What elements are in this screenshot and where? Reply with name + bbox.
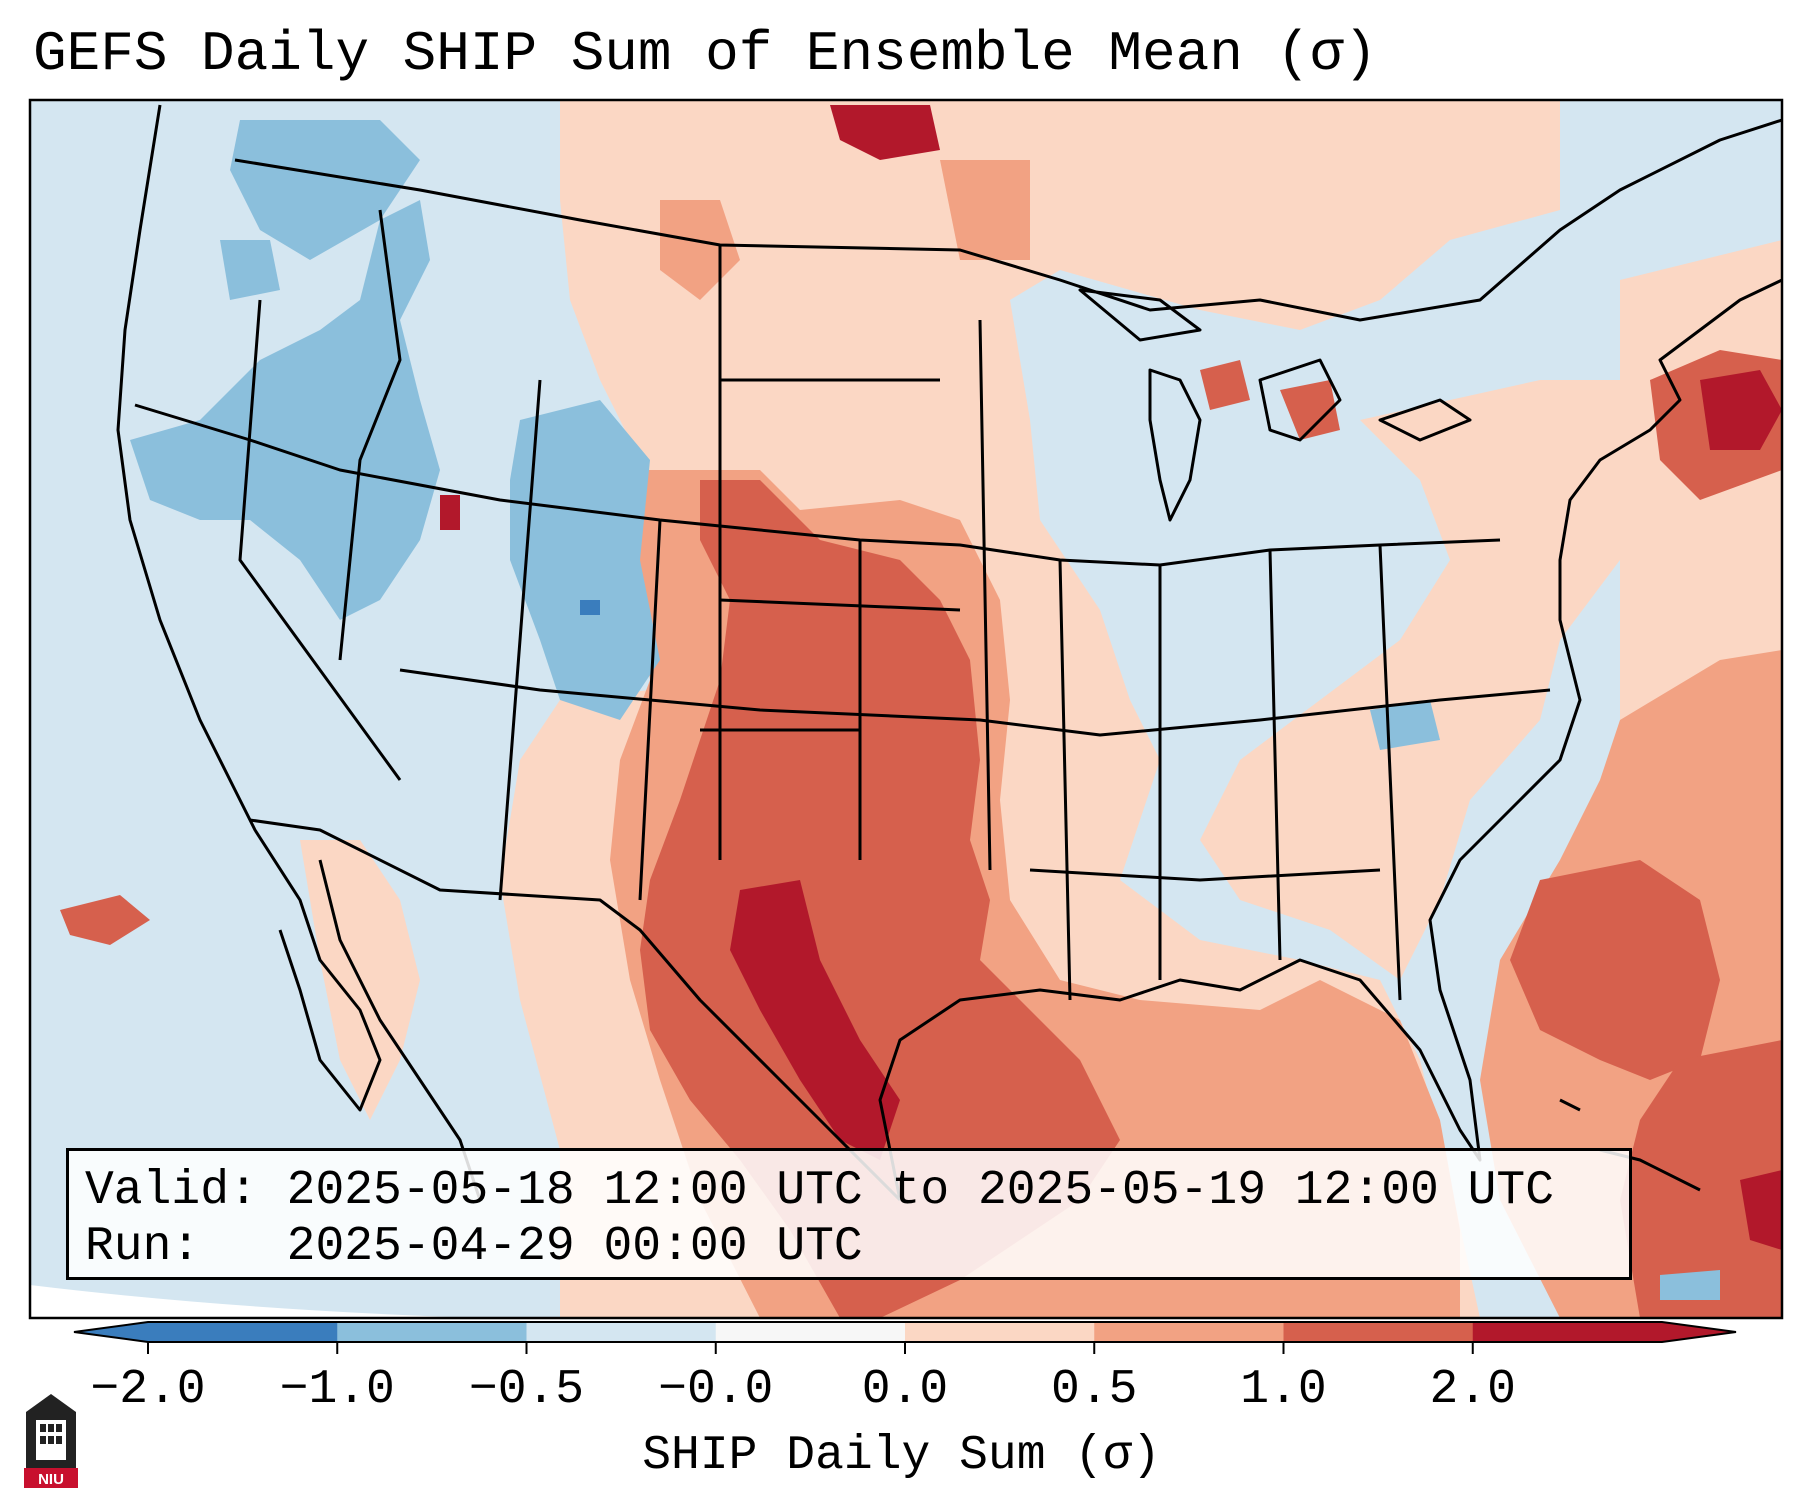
colorbar-tick-label: −1.0	[279, 1363, 395, 1417]
colorbar-tick-label: 2.0	[1429, 1363, 1516, 1417]
field-moderate-positive	[940, 160, 1030, 260]
field-strong-positive	[1200, 360, 1250, 410]
field-very-strong-positive	[440, 495, 460, 530]
niu-seal-icon	[24, 1394, 78, 1488]
field-very-strong-positive	[730, 880, 900, 1160]
valid-time-line: Valid: 2025-05-18 12:00 UTC to 2025-05-1…	[85, 1164, 1555, 1218]
field-strong-negative	[580, 600, 600, 615]
colorbar-segment	[337, 1322, 527, 1342]
state-line	[399, 668, 1551, 737]
colorbar-tick-label: 0.5	[1051, 1363, 1138, 1417]
canada-border	[234, 118, 1782, 322]
field-moderate-negative	[230, 120, 420, 260]
colorbar-label: SHIP Daily Sum (σ)	[642, 1429, 1161, 1483]
info-box: Valid: 2025-05-18 12:00 UTC to 2025-05-1…	[66, 1148, 1632, 1280]
colorbar-segment	[1094, 1322, 1284, 1342]
colorbar-tick-label: −2.0	[90, 1363, 206, 1417]
colorbar-segment	[905, 1322, 1095, 1342]
field-moderate-negative	[130, 200, 440, 620]
state-borders	[116, 104, 1782, 1202]
field-strong-positive	[1280, 380, 1340, 440]
colorbar-segment	[1472, 1322, 1663, 1342]
colorbar-segment	[526, 1322, 717, 1342]
field-strong-positive	[640, 480, 1120, 1318]
field-strong-positive	[1510, 860, 1720, 1080]
state-line	[498, 245, 1402, 1001]
projection-edge	[30, 1285, 481, 1318]
field-very-strong-positive	[1700, 370, 1782, 450]
colorbar-tick-label: 0.0	[861, 1363, 949, 1417]
map-frame	[28, 98, 1784, 1320]
colorbar-tick-label: −0.5	[468, 1363, 585, 1417]
coastline-west	[116, 104, 382, 1112]
field-moderate-negative	[220, 240, 280, 300]
colorbar-tick-label: −0.0	[658, 1363, 774, 1417]
field-weak-positive	[1200, 380, 1620, 980]
page-title: GEFS Daily SHIP Sum of Ensemble Mean (σ)	[33, 22, 1378, 86]
mexico-border	[249, 818, 902, 1202]
great-lakes	[1078, 288, 1472, 522]
field-very-strong-positive	[1740, 1170, 1782, 1250]
state-line	[238, 209, 1381, 882]
field-moderate-negative	[510, 400, 660, 720]
niu-logo: NIU	[24, 1394, 78, 1488]
logo-text: NIU	[38, 1471, 64, 1488]
field-very-strong-positive	[830, 105, 940, 160]
field-strong-positive	[60, 895, 150, 945]
run-time-line: Run: 2025-04-29 00:00 UTC	[85, 1220, 863, 1274]
colorbar-segment	[1283, 1322, 1474, 1342]
gulf-coast	[878, 278, 1782, 1201]
colorbar-over-extend	[1662, 1322, 1736, 1342]
field-strong-positive	[1620, 1040, 1782, 1318]
field-moderate-negative	[1660, 1270, 1720, 1300]
colorbar-tick-label: 1.0	[1240, 1363, 1327, 1417]
colorbar-under-extend	[74, 1322, 148, 1342]
colorbar-segment	[148, 1322, 338, 1342]
colorbar-segment	[715, 1322, 906, 1342]
